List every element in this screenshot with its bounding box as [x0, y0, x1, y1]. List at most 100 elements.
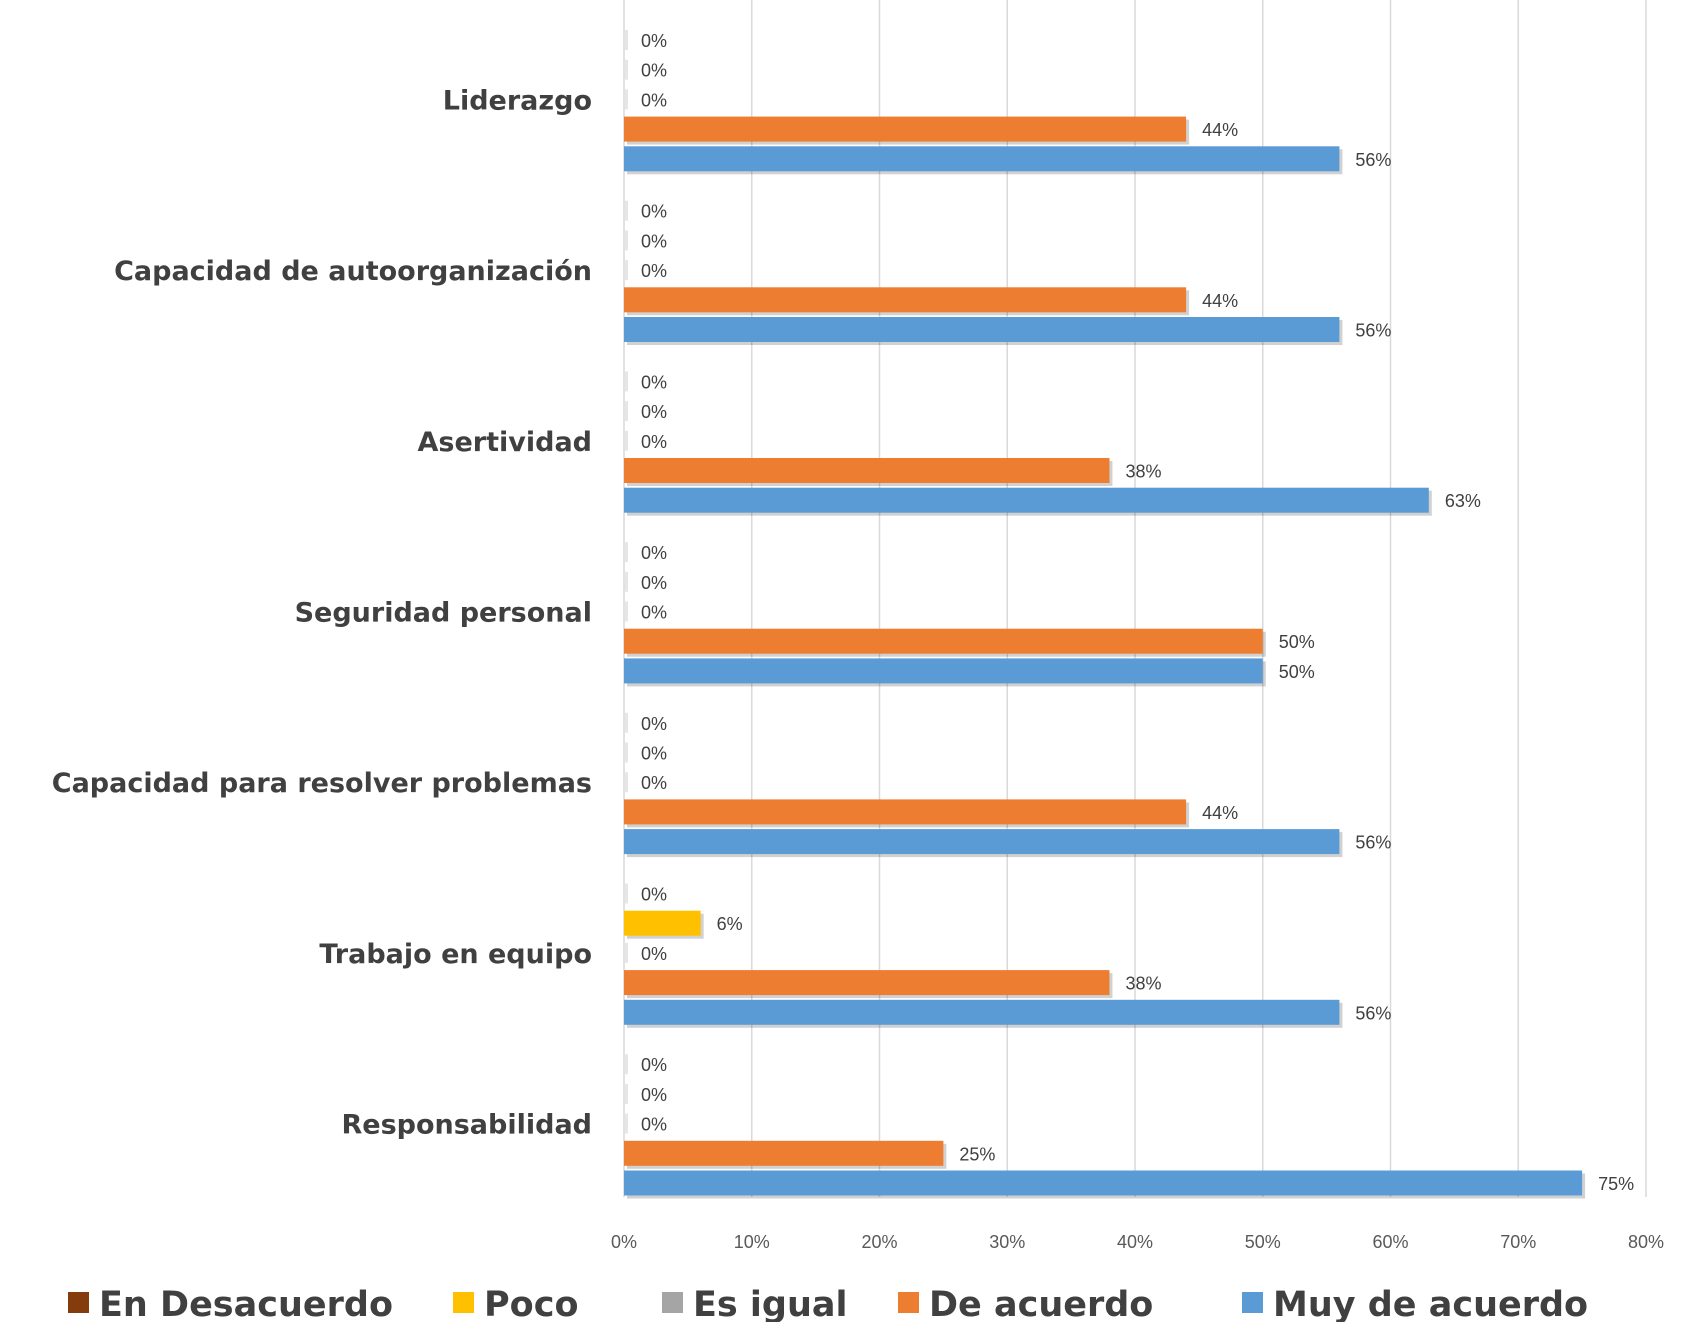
x-tick-label: 70% — [1500, 1232, 1536, 1252]
bar — [624, 1170, 1583, 1196]
bar — [625, 230, 628, 251]
bar — [625, 542, 628, 563]
data-label: 38% — [1125, 974, 1161, 994]
bar — [625, 601, 628, 622]
bar — [624, 910, 701, 936]
legend-label: De acuerdo — [929, 1285, 1153, 1322]
data-label: 0% — [641, 90, 667, 110]
category-label: Liderazgo — [443, 85, 592, 116]
legend-swatch — [453, 1292, 474, 1313]
bar — [625, 89, 628, 110]
bar — [625, 883, 628, 904]
data-label: 6% — [717, 914, 743, 934]
bar — [625, 260, 628, 281]
bar — [624, 799, 1187, 825]
x-axis-tick-labels: 0% 10% 20% 30% 40% 50% 60% 70% 80% — [611, 1232, 1664, 1252]
gridlines — [623, 0, 1647, 1197]
bar — [624, 317, 1340, 342]
data-label: 0% — [641, 1115, 667, 1135]
bar — [625, 30, 628, 50]
bar — [624, 999, 1340, 1025]
category-label: Trabajo en equipo — [319, 939, 592, 970]
bar — [624, 458, 1110, 483]
category-label: Capacidad para resolver problemas — [52, 768, 592, 799]
data-label: 0% — [641, 773, 667, 793]
bar — [625, 772, 628, 793]
bar — [624, 970, 1110, 996]
legend-swatch — [898, 1292, 919, 1313]
bar — [625, 200, 628, 221]
x-tick-label: 0% — [611, 1232, 637, 1252]
data-label: 0% — [641, 1085, 667, 1105]
bar — [625, 1083, 628, 1104]
data-label: 0% — [641, 744, 667, 764]
bar — [624, 1140, 944, 1166]
data-label: 50% — [1279, 662, 1315, 682]
legend-label: En Desacuerdo — [99, 1285, 393, 1322]
legend-swatch — [68, 1292, 89, 1313]
data-label: 0% — [641, 61, 667, 81]
data-label: 0% — [641, 261, 667, 281]
data-label: 0% — [641, 543, 667, 563]
data-label: 56% — [1355, 833, 1391, 853]
bar — [625, 59, 628, 80]
bar — [625, 942, 628, 963]
x-tick-label: 40% — [1117, 1232, 1153, 1252]
data-label: 56% — [1355, 150, 1391, 170]
bar — [624, 287, 1187, 313]
data-label: 0% — [641, 402, 667, 422]
x-tick-label: 10% — [734, 1232, 770, 1252]
data-label: 44% — [1202, 120, 1238, 140]
legend-swatch — [1242, 1292, 1263, 1313]
data-label: 0% — [641, 944, 667, 964]
category-label: Capacidad de autoorganización — [114, 256, 592, 287]
bar — [624, 829, 1340, 855]
data-label: 0% — [641, 573, 667, 593]
legend-label: Muy de acuerdo — [1273, 1285, 1588, 1322]
data-label: 0% — [641, 714, 667, 734]
data-label: 0% — [641, 1055, 667, 1075]
data-label: 0% — [641, 31, 667, 51]
data-label: 56% — [1355, 321, 1391, 341]
bar — [624, 146, 1340, 172]
data-label: 0% — [641, 603, 667, 623]
x-tick-label: 30% — [989, 1232, 1025, 1252]
bar — [625, 1113, 628, 1134]
data-label: 38% — [1125, 462, 1161, 482]
data-label: 44% — [1202, 291, 1238, 311]
data-labels: 0% 0% 0% 44% 56% 0% 0% 0% 44% 56% 0% 0% 0% 38% 63% 0% 0%… — [641, 31, 1634, 1194]
bar — [624, 628, 1263, 654]
data-label: 0% — [641, 202, 667, 222]
legend: En Desacuerdo Poco Es igual De acuerdo Muy d… — [68, 1285, 1588, 1322]
data-label: 0% — [641, 885, 667, 905]
legend-swatch — [662, 1292, 683, 1313]
data-label: 56% — [1355, 1003, 1391, 1023]
data-label: 0% — [641, 231, 667, 251]
bar — [625, 371, 628, 392]
category-label: Seguridad personal — [295, 598, 592, 629]
data-label: 50% — [1279, 632, 1315, 652]
bar — [625, 1054, 628, 1075]
bar — [625, 712, 628, 733]
x-tick-label: 20% — [861, 1232, 897, 1252]
data-label: 63% — [1445, 491, 1481, 511]
data-label: 0% — [641, 372, 667, 392]
data-label: 0% — [641, 432, 667, 452]
data-label: 44% — [1202, 803, 1238, 823]
bar — [625, 401, 628, 422]
bar — [625, 742, 628, 763]
data-label: 75% — [1598, 1174, 1634, 1194]
bars — [624, 30, 1586, 1199]
legend-label: Poco — [484, 1285, 579, 1322]
bar — [624, 116, 1187, 142]
bar — [625, 571, 628, 592]
legend-label: Es igual — [693, 1285, 848, 1322]
category-labels: Liderazgo Capacidad de autoorganización As… — [52, 85, 592, 1140]
x-tick-label: 50% — [1245, 1232, 1281, 1252]
bar — [624, 658, 1263, 684]
x-tick-label: 60% — [1372, 1232, 1408, 1252]
bar — [624, 487, 1429, 513]
bar — [625, 430, 628, 451]
data-label: 25% — [959, 1144, 995, 1164]
